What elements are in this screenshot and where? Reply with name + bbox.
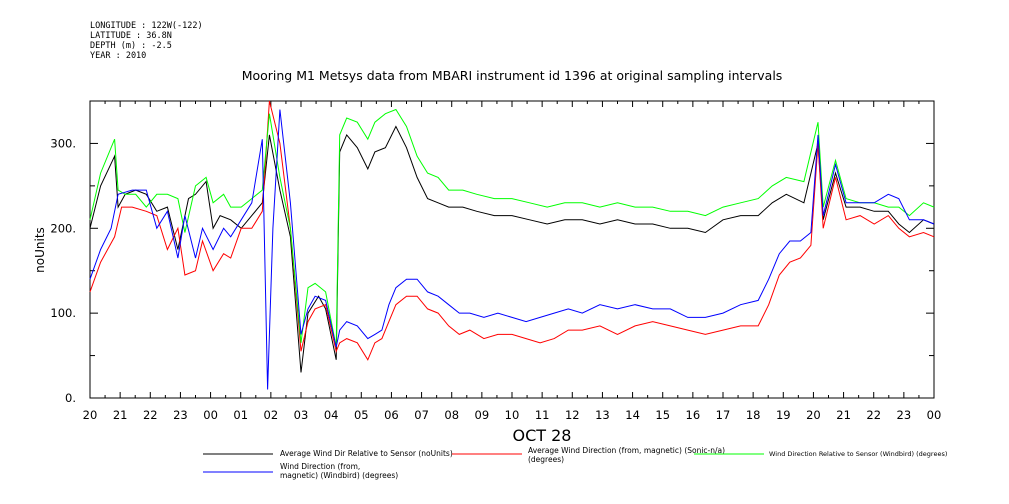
legend-label-1: Average Wind Dir Relative to Sensor (noU…: [280, 449, 453, 458]
x-tick-label: 12: [565, 408, 580, 422]
y-axis-label: noUnits: [33, 227, 47, 273]
y-tick-label: 200.: [50, 221, 76, 235]
y-tick-label: 0.: [65, 391, 76, 405]
y-tick-label: 100.: [50, 306, 76, 320]
x-tick-label: 10: [505, 408, 520, 422]
series-line-4: [89, 109, 935, 390]
legend-label-2: Average Wind Direction (from, magnetic) …: [528, 446, 725, 464]
x-tick-label: 11: [535, 408, 550, 422]
x-tick-label: 07: [414, 408, 429, 422]
x-tick-label: 19: [776, 408, 791, 422]
series-lines: [89, 100, 935, 390]
legend-label-4: Wind Direction (from, magnetic) (Windbird…: [280, 462, 398, 480]
x-tick-label: 17: [716, 408, 731, 422]
x-tick-label: 09: [475, 408, 490, 422]
x-tick-label: 18: [746, 408, 761, 422]
year-text: YEAR : 2010: [90, 51, 147, 61]
x-axis-label: OCT 28: [513, 426, 572, 445]
longitude-text: LONGITUDE : 122W(-122): [90, 21, 203, 31]
legend-label-3: Wind Direction Relative to Sensor (Windb…: [769, 450, 947, 458]
x-tick-label: 22: [143, 408, 158, 422]
x-tick-label: 03: [294, 408, 309, 422]
series-line-2: [89, 100, 935, 361]
x-tick-label: 20: [806, 408, 821, 422]
x-tick-label: 13: [595, 408, 610, 422]
x-tick-label: 23: [897, 408, 912, 422]
x-tick-label: 06: [384, 408, 399, 422]
chart-title: Mooring M1 Metsys data from MBARI instru…: [242, 68, 783, 83]
x-tick-label: 23: [173, 408, 188, 422]
x-tick-label: 22: [866, 408, 881, 422]
metadata-block: LONGITUDE : 122W(-122) LATITUDE : 36.8N …: [90, 21, 203, 61]
x-tick-label: 21: [113, 408, 128, 422]
x-tick-label: 21: [836, 408, 851, 422]
x-tick-label: 08: [444, 408, 459, 422]
series-line-1: [89, 125, 935, 373]
axis-ticks: 20 21 22 23 00 01 02 03 04 05 06 07 08 09 10 11 12 13 14 15…: [50, 101, 941, 422]
x-tick-label: 14: [625, 408, 640, 422]
x-tick-label: 04: [324, 408, 339, 422]
latitude-text: LATITUDE : 36.8N: [90, 31, 172, 41]
x-tick-label: 01: [233, 408, 248, 422]
x-tick-label: 20: [83, 408, 98, 422]
x-tick-label: 05: [354, 408, 369, 422]
depth-text: DEPTH (m) : -2.5: [90, 41, 172, 51]
x-tick-label: 00: [927, 408, 942, 422]
x-tick-label: 16: [686, 408, 701, 422]
x-tick-label: 02: [264, 408, 279, 422]
x-tick-label: 15: [655, 408, 670, 422]
y-tick-label: 300.: [50, 136, 76, 150]
x-tick-label: 00: [203, 408, 218, 422]
series-line-3: [89, 108, 935, 348]
legend: Average Wind Dir Relative to Sensor (noU…: [203, 446, 947, 480]
